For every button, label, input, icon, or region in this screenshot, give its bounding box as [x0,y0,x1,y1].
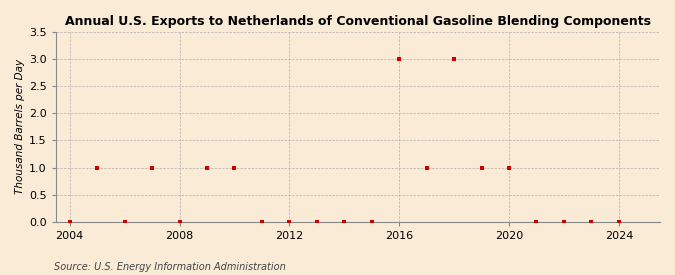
Point [449,57,460,61]
Point [504,165,514,170]
Y-axis label: Thousand Barrels per Day: Thousand Barrels per Day [15,59,25,194]
Point [284,219,295,224]
Point [339,219,350,224]
Point [421,165,432,170]
Text: Source: U.S. Energy Information Administration: Source: U.S. Energy Information Administ… [54,262,286,272]
Point [476,165,487,170]
Point [394,57,404,61]
Point [229,165,240,170]
Point [64,219,75,224]
Point [92,165,103,170]
Point [146,165,157,170]
Point [202,165,213,170]
Point [256,219,267,224]
Point [174,219,185,224]
Point [119,219,130,224]
Point [614,219,624,224]
Point [367,219,377,224]
Point [311,219,322,224]
Point [586,219,597,224]
Point [558,219,569,224]
Title: Annual U.S. Exports to Netherlands of Conventional Gasoline Blending Components: Annual U.S. Exports to Netherlands of Co… [65,15,651,28]
Point [531,219,542,224]
